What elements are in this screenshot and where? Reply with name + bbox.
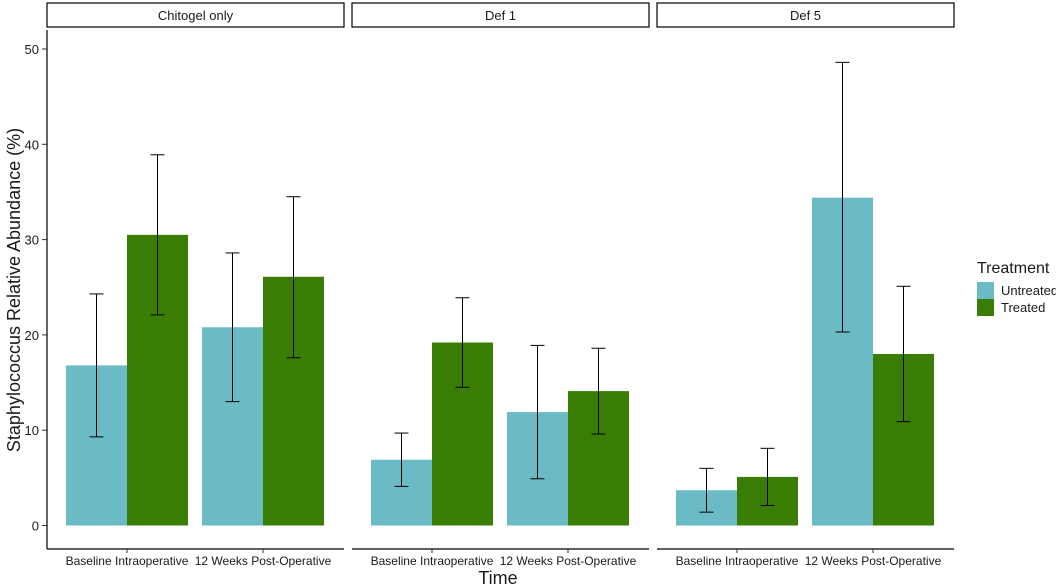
legend-title: Treatment <box>977 260 1050 277</box>
error-bar <box>896 285 911 423</box>
x-tick-label: Baseline Intraoperative <box>371 554 494 568</box>
facet-panel: Chitogel only Baseline Intraoperative 12 W… <box>46 2 345 568</box>
x-axis-title: Time <box>478 568 517 588</box>
y-tick-label: 20 <box>25 328 39 343</box>
error-bar <box>699 467 714 513</box>
facet-title: Chitogel only <box>158 8 234 23</box>
y-tick-label: 0 <box>32 519 39 534</box>
facet-panel: Def 5 Baseline Intraoperative 12 Weeks Pos… <box>656 2 955 568</box>
error-bar <box>89 293 104 438</box>
error-bar <box>225 252 240 403</box>
legend-label-treated: Treated <box>1001 300 1045 315</box>
x-tick-label: Baseline Intraoperative <box>676 554 799 568</box>
legend-label-untreated: Untreated <box>1001 283 1056 298</box>
error-bar <box>591 347 606 435</box>
y-tick-label: 40 <box>25 137 39 152</box>
facet-strip <box>656 2 955 28</box>
y-tick-label: 50 <box>25 42 39 57</box>
x-tick-label: 12 Weeks Post-Operative <box>500 554 637 568</box>
y-tick-label: 10 <box>25 423 39 438</box>
facet-title: Def 5 <box>790 8 821 23</box>
error-bar <box>150 154 165 316</box>
error-bar <box>530 344 545 480</box>
error-bar <box>835 61 850 333</box>
y-tick-label: 30 <box>25 233 39 248</box>
error-bar <box>394 432 409 487</box>
facet-panel: Def 1 Baseline Intraoperative 12 Weeks Pos… <box>351 2 650 568</box>
error-bar <box>455 297 470 388</box>
legend-swatch-untreated <box>977 282 994 299</box>
y-axis-title: Staphylococcus Relative Abundance (%) <box>4 128 24 452</box>
legend: Treatment Untreated Treated <box>977 260 1056 316</box>
facet-title: Def 1 <box>485 8 516 23</box>
x-tick-label: 12 Weeks Post-Operative <box>805 554 942 568</box>
x-tick-label: 12 Weeks Post-Operative <box>195 554 332 568</box>
error-bar <box>760 447 775 506</box>
y-axis: 0 10 20 30 40 50 <box>25 30 48 549</box>
error-bar <box>286 196 301 359</box>
facet-panels: Chitogel only Baseline Intraoperative 12 W… <box>46 2 955 568</box>
x-tick-label: Baseline Intraoperative <box>66 554 189 568</box>
facet-strip <box>46 2 345 28</box>
legend-swatch-treated <box>977 299 994 316</box>
facet-strip <box>351 2 650 28</box>
